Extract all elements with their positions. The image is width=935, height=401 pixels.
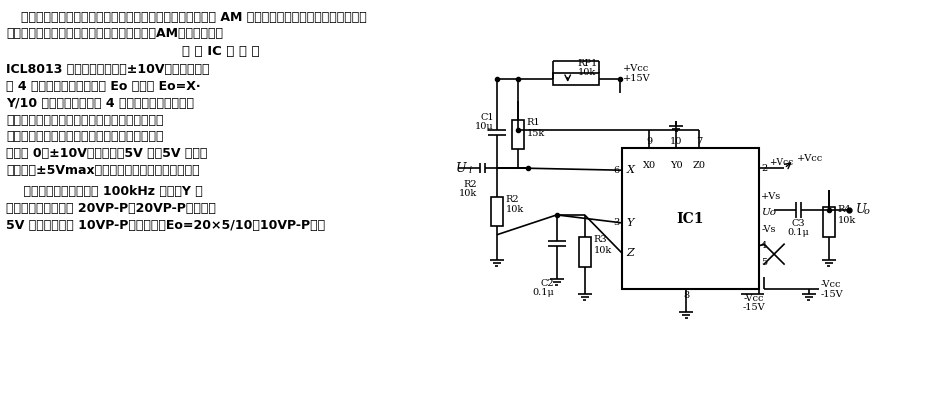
- Text: C1: C1: [481, 113, 494, 122]
- Text: 10k: 10k: [578, 68, 596, 77]
- Text: -Vcc: -Vcc: [821, 280, 842, 289]
- Text: 10k: 10k: [594, 246, 611, 255]
- Text: 10k: 10k: [838, 217, 856, 225]
- Text: IC1: IC1: [677, 212, 704, 226]
- Text: Y/10 的关系式。最初的 4 象限乘法器是一种用于: Y/10 的关系式。最初的 4 象限乘法器是一种用于: [7, 97, 194, 110]
- Text: 0.1μ: 0.1μ: [787, 228, 810, 237]
- Text: 0.1μ: 0.1μ: [532, 288, 554, 298]
- Text: i: i: [469, 166, 472, 175]
- Text: 7: 7: [697, 138, 702, 146]
- Text: 平衡调制的集成电路。本电路加了固定偏置，对: 平衡调制的集成电路。本电路加了固定偏置，对: [7, 113, 164, 127]
- Bar: [553, 73, 598, 85]
- Text: R3: R3: [594, 235, 607, 244]
- Text: X0: X0: [643, 161, 656, 170]
- Text: -15V: -15V: [821, 290, 843, 299]
- Text: Y: Y: [626, 218, 634, 228]
- Text: Z0: Z0: [693, 161, 706, 170]
- Text: +Vcc: +Vcc: [797, 154, 824, 163]
- Text: 4: 4: [761, 241, 768, 250]
- Text: 9: 9: [646, 138, 653, 146]
- Text: +Vcc: +Vcc: [623, 65, 649, 73]
- Text: U: U: [856, 203, 867, 217]
- Text: 载波信号频率最高可达 100kHz 左右，Y 输: 载波信号频率最高可达 100kHz 左右，Y 输: [7, 185, 203, 198]
- Text: Y0: Y0: [670, 161, 683, 170]
- Text: 本电路采用模拟乘法器，用载波信号与调制信号相乘来获得 AM 调制波。由于没有使用变压器，所以: 本电路采用模拟乘法器，用载波信号与调制信号相乘来获得 AM 调制波。由于没有使用…: [22, 11, 367, 24]
- Text: o: o: [864, 207, 870, 217]
- Text: RP1: RP1: [578, 59, 597, 68]
- Text: 5V 相乘，可获得 10VP-P的调幅波（Eo=20×5/10＝10VP-P）。: 5V 相乘，可获得 10VP-P的调幅波（Eo=20×5/10＝10VP-P）。: [7, 219, 325, 232]
- Text: -Vcc: -Vcc: [744, 294, 765, 303]
- Text: +Vcc: +Vcc: [770, 158, 794, 167]
- Text: R1: R1: [526, 117, 540, 127]
- Text: 6: 6: [613, 166, 620, 175]
- Text: 2: 2: [761, 164, 768, 173]
- Text: 5: 5: [761, 258, 768, 267]
- Text: ICL8013 其输入电压范围为±10V，可作为完全: ICL8013 其输入电压范围为±10V，可作为完全: [7, 63, 209, 76]
- Text: R4: R4: [838, 205, 852, 215]
- Bar: [823, 207, 835, 237]
- Text: 入端最大输入电压为 20VP-P。20VP-P的信号和: 入端最大输入电压为 20VP-P。20VP-P的信号和: [7, 202, 216, 215]
- Bar: [622, 148, 759, 290]
- Text: U: U: [455, 162, 466, 175]
- Bar: [491, 196, 503, 226]
- Text: 10: 10: [670, 138, 683, 146]
- Text: X: X: [626, 165, 635, 175]
- Text: -Vs: -Vs: [761, 225, 776, 234]
- Text: 与载波信号频率无关，可作为通用振幅调制（AM）电路使用。: 与载波信号频率无关，可作为通用振幅调制（AM）电路使用。: [7, 27, 223, 40]
- Text: 10μ: 10μ: [475, 122, 494, 131]
- Bar: [511, 119, 524, 149]
- Text: 便可使用±5Vmax的调制信号，扩大了动态范围。: 便可使用±5Vmax的调制信号，扩大了动态范围。: [7, 164, 200, 177]
- Text: 无调制信号时的载波电平进行了调整，因为输入: 无调制信号时的载波电平进行了调整，因为输入: [7, 130, 164, 144]
- Text: 电压为 0～±10V，若进行＋5V 或－5V 的偏置: 电压为 0～±10V，若进行＋5V 或－5V 的偏置: [7, 148, 208, 160]
- Text: Z: Z: [626, 248, 634, 257]
- Text: 10k: 10k: [506, 205, 525, 215]
- Text: 10k: 10k: [459, 189, 477, 198]
- Text: 单 片 IC 乘 法 器: 单 片 IC 乘 法 器: [182, 45, 260, 58]
- Text: 3: 3: [613, 218, 620, 227]
- Text: 的 4 象限乘法器。输出电压 Eo 可建立 Eo=X·: 的 4 象限乘法器。输出电压 Eo 可建立 Eo=X·: [7, 80, 201, 93]
- Text: C3: C3: [792, 219, 805, 228]
- Text: 8: 8: [683, 292, 689, 300]
- Text: C2: C2: [540, 279, 554, 288]
- Text: -15V: -15V: [742, 303, 766, 312]
- Text: 15k: 15k: [526, 128, 545, 138]
- Text: R2: R2: [464, 180, 477, 189]
- Bar: [579, 237, 591, 267]
- Text: Uo: Uo: [761, 209, 776, 217]
- Text: R2: R2: [506, 194, 520, 204]
- Text: +Vs: +Vs: [761, 192, 782, 200]
- Text: +15V: +15V: [623, 74, 650, 83]
